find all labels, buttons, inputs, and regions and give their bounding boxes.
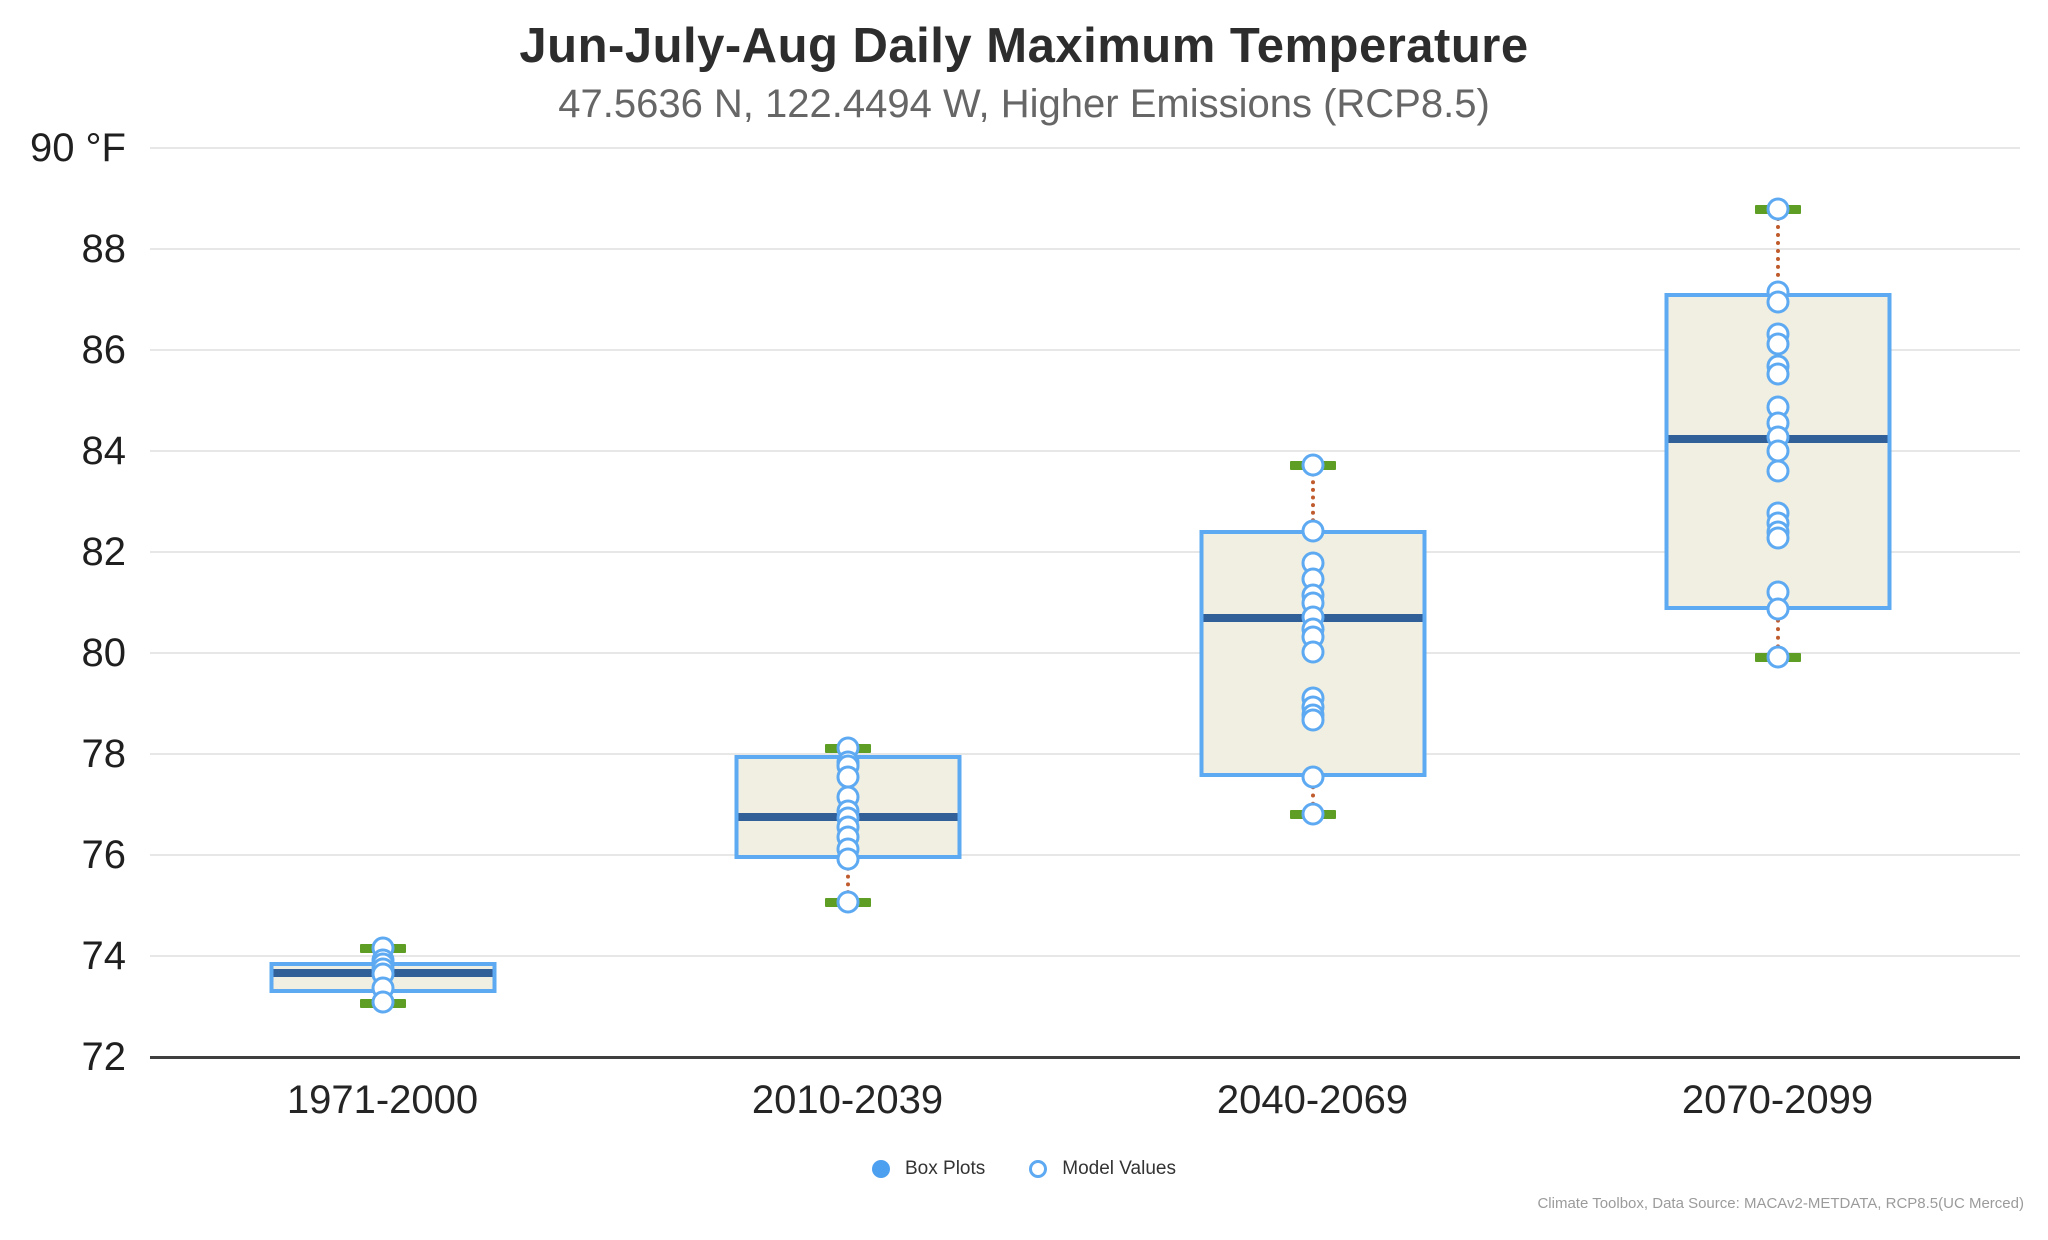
gridline xyxy=(150,955,2020,957)
box-plots-legend-icon xyxy=(872,1160,890,1178)
x-axis-category-label: 2010-2039 xyxy=(751,1078,944,1122)
legend-item-model-values[interactable]: Model Values xyxy=(1029,1158,1176,1180)
model-value-point[interactable] xyxy=(1766,332,1789,356)
model-value-point[interactable] xyxy=(1301,708,1324,732)
model-value-point[interactable] xyxy=(1766,197,1789,221)
model-values-legend-label: Model Values xyxy=(1062,1158,1176,1179)
x-axis-category-label: 2040-2069 xyxy=(1216,1078,1409,1122)
model-value-point[interactable] xyxy=(1766,597,1789,621)
gridline xyxy=(150,450,2020,452)
model-value-point[interactable] xyxy=(1301,453,1324,477)
model-value-point[interactable] xyxy=(1766,645,1789,669)
box-whisker-line-low xyxy=(1310,776,1315,815)
model-value-point[interactable] xyxy=(1301,640,1324,664)
gridline xyxy=(150,349,2020,351)
y-axis-tick-label: 90 °F xyxy=(29,126,126,170)
model-value-point[interactable] xyxy=(836,847,859,871)
y-axis-tick-label: 88 xyxy=(81,227,127,271)
box-whisker-line-high xyxy=(1310,465,1315,530)
model-value-point[interactable] xyxy=(1766,362,1789,386)
model-value-point[interactable] xyxy=(371,990,394,1014)
y-axis-tick-label: 82 xyxy=(81,530,127,574)
model-values-legend-icon xyxy=(1029,1160,1048,1178)
y-axis-tick-label: 76 xyxy=(81,833,127,877)
x-axis-category-label: 1971-2000 xyxy=(286,1078,479,1122)
box-whisker-line-low xyxy=(1775,610,1780,658)
model-value-point[interactable] xyxy=(1301,802,1324,826)
gridline xyxy=(150,753,2020,755)
gridline xyxy=(150,551,2020,553)
chart-title: Jun-July-Aug Daily Maximum Temperature xyxy=(519,19,1529,73)
gridline xyxy=(150,652,2020,654)
y-axis-tick-label: 72 xyxy=(81,1035,127,1079)
model-value-point[interactable] xyxy=(1301,519,1324,543)
model-value-point[interactable] xyxy=(1766,290,1789,314)
y-axis-tick-label: 74 xyxy=(81,934,127,978)
y-axis-tick-label: 84 xyxy=(81,429,127,473)
legend: Box Plots Model Values xyxy=(0,1150,2048,1188)
source-note: Climate Toolbox, Data Source: MACAv2-MET… xyxy=(1537,1195,2024,1212)
box-plots-legend-label: Box Plots xyxy=(905,1158,986,1179)
y-axis-tick-label: 80 xyxy=(81,631,127,675)
model-value-point[interactable] xyxy=(836,890,859,914)
x-axis-baseline xyxy=(150,1055,2020,1059)
legend-item-box-plots[interactable]: Box Plots xyxy=(872,1158,985,1180)
box-whisker-line-high xyxy=(1775,209,1780,293)
model-value-point[interactable] xyxy=(1301,765,1324,789)
gridline xyxy=(150,854,2020,856)
gridline xyxy=(150,147,2020,149)
x-axis-category-label: 2070-2099 xyxy=(1681,1078,1874,1122)
box-whisker-line-low xyxy=(845,858,850,903)
y-axis-tick-label: 86 xyxy=(81,328,127,372)
model-value-point[interactable] xyxy=(1766,526,1789,550)
model-value-point[interactable] xyxy=(1766,459,1789,483)
y-axis-tick-label: 78 xyxy=(81,732,127,776)
chart-subtitle: 47.5636 N, 122.4494 W, Higher Emissions … xyxy=(558,82,1490,126)
gridline xyxy=(150,248,2020,250)
